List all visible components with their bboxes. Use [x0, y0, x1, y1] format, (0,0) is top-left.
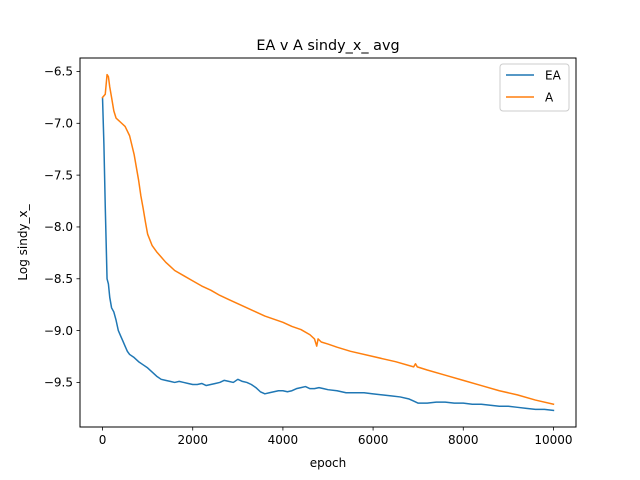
- x-tick-label: 4000: [268, 433, 299, 447]
- x-tick-label: 0: [99, 433, 107, 447]
- y-tick-label: −6.5: [44, 65, 73, 79]
- plot-lines: [101, 73, 555, 412]
- series-line-a: [101, 73, 555, 406]
- series-line-ea: [101, 97, 555, 412]
- x-axis-label: epoch: [310, 456, 347, 470]
- y-tick-label: −9.5: [44, 376, 73, 390]
- legend-label-a: A: [545, 90, 554, 104]
- x-tick-label: 6000: [358, 433, 389, 447]
- x-tick-label: 8000: [448, 433, 479, 447]
- x-axis: 0 2000 4000 6000 8000 10000: [99, 427, 573, 447]
- y-tick-label: −7.0: [44, 117, 73, 131]
- legend-label-ea: EA: [545, 68, 562, 82]
- plot-frame: [79, 57, 577, 428]
- y-axis-label: Log sindy_x_: [16, 203, 30, 280]
- y-axis: −9.5 −9.0 −8.5 −8.0 −7.5 −7.0 −6.5: [44, 65, 80, 390]
- y-tick-label: −7.5: [44, 168, 73, 182]
- x-tick-label: 2000: [177, 433, 208, 447]
- y-tick-label: −8.5: [44, 272, 73, 286]
- y-tick-label: −9.0: [44, 324, 73, 338]
- x-tick-label: 10000: [534, 433, 572, 447]
- y-tick-label: −8.0: [44, 220, 73, 234]
- legend: EA A: [499, 63, 570, 112]
- chart-title: EA v A sindy_x_ avg: [256, 38, 399, 54]
